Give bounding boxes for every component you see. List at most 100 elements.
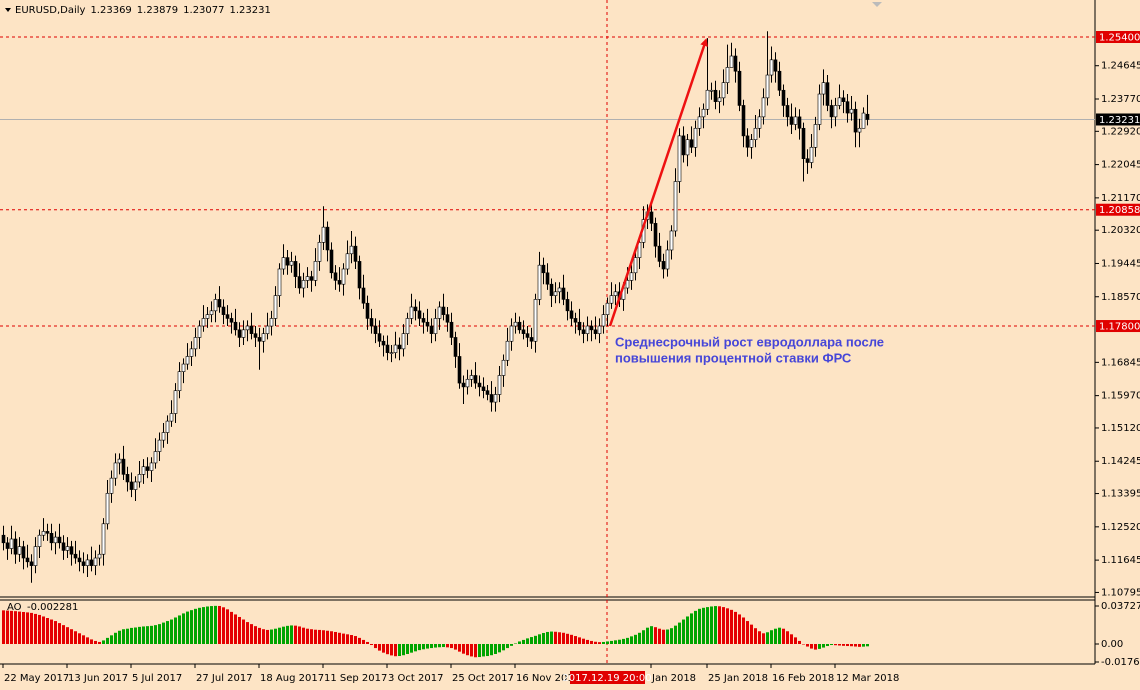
candle-body [841,97,846,102]
x-tick-label: 16 Feb 2018 [772,673,834,684]
candle-body [733,55,738,72]
candle-body [373,325,378,334]
candle-body [53,536,58,544]
candle-body [149,462,154,471]
ao-bar [98,641,101,644]
candle-body [425,321,430,327]
level-label-box [1096,320,1140,333]
ao-bar [458,643,461,652]
ao-bar [206,606,209,644]
ao-bar [482,643,485,657]
menu-arrow[interactable] [5,8,11,12]
ao-bar [610,640,613,644]
candle-body [289,261,294,266]
candle-body [421,318,426,323]
annotation: Среднесрочный рост евродоллара после [615,334,884,349]
header-value: 1.23231 [230,5,271,16]
ao-bar [106,637,109,644]
ao-bar [150,625,153,644]
ao-bar [42,616,45,644]
candle-body [413,306,418,312]
candle-body [505,340,510,361]
ao-bar [646,627,649,644]
candle-body [237,329,242,338]
ao-bar [526,638,529,644]
ao-bar [326,630,329,644]
candle-body [125,474,130,483]
ao-bar [722,607,725,644]
ao-bar [462,643,465,654]
candle-body [105,493,110,525]
y-tick-label: 1.15120 [1101,423,1140,434]
candle-body [593,329,598,334]
ao-bar [758,631,761,644]
ao-bar [302,627,305,644]
candle-body [417,310,422,319]
candle-body [337,280,342,285]
ao-bar [862,643,865,647]
ao-bar [534,635,537,644]
ao-bar [250,624,253,644]
ao-bar [238,616,241,644]
ao-bar [410,643,413,653]
ao-bar [638,632,641,644]
ao-bar [118,630,121,644]
candle-body [37,534,42,547]
ao-bar [242,619,245,644]
candle-body [585,325,590,334]
candle-body [441,306,446,315]
candle-body [701,108,706,118]
candle-body [773,59,778,72]
candle-body [865,113,870,120]
current-price-label: 1.23231 [1099,115,1140,126]
x-tick-label: 25 Jan 2018 [708,673,768,684]
candle-body [741,105,746,137]
candle-body [221,306,226,315]
x-tick-label: 13 Jun 2017 [68,673,128,684]
ao-bar [166,621,169,644]
candle-body [689,139,694,148]
candle-body [561,287,566,300]
marker-label-box [570,671,645,684]
ao-bar [798,640,801,644]
ao-bar [786,631,789,644]
ao-bar [406,643,409,654]
candle-body [801,127,806,160]
candle-body [545,272,550,285]
header: EURUSD,Daily 1.23369 1.23879 1.23077 1.23231 [15,5,271,16]
ao-bar [66,627,69,644]
ao-bar [38,614,41,644]
candle-body [361,287,366,304]
ao-bar [486,643,489,657]
ao-bar [322,630,325,644]
ao-bar [318,629,321,644]
candle-body [473,375,478,384]
candle-body [25,557,30,563]
candle-body [145,466,150,471]
candle-body [269,318,274,327]
ao-bar [122,629,125,644]
ao-bar [502,643,505,651]
candle-body [233,321,238,331]
ao-bar [10,610,13,644]
ao-bar [810,643,813,649]
candle-body [825,82,830,106]
ao-bar [530,637,533,644]
candle-body [717,97,722,102]
ao-bar [498,643,501,653]
candle-body [597,325,602,334]
ao-bar [774,628,777,644]
candle-body [537,264,542,300]
ao-bar [158,624,161,644]
candle-body [277,268,282,296]
ao-bar [418,643,421,651]
ao-bar [358,637,361,644]
candle-body [161,432,166,441]
ao-bar [34,613,37,644]
candle-body [385,344,390,353]
ao-bar [194,608,197,644]
candle-body [141,466,146,475]
candle-body [41,531,46,536]
level-label: 1.17800 [1099,322,1140,333]
ao-bar [686,616,689,644]
